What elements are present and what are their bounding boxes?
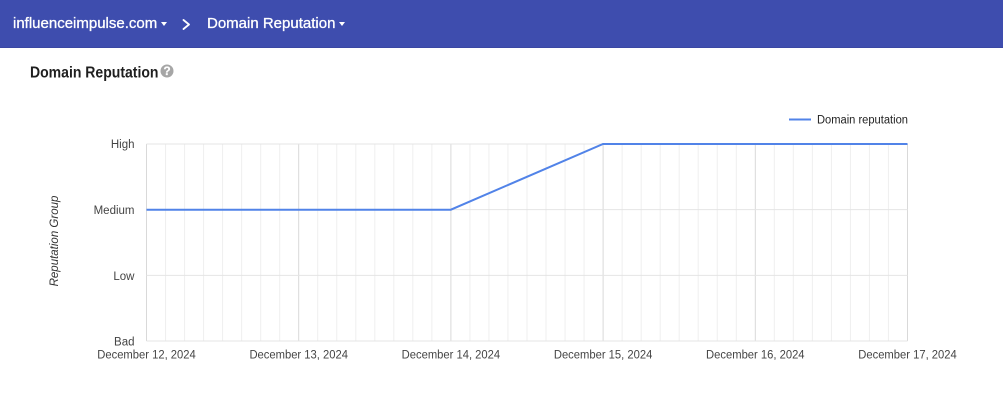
svg-text:?: ?	[163, 64, 170, 78]
svg-text:Domain reputation: Domain reputation	[817, 115, 908, 127]
svg-text:Reputation Group: Reputation Group	[49, 195, 61, 286]
svg-text:High: High	[111, 139, 135, 151]
svg-text:Low: Low	[113, 271, 135, 283]
svg-text:Bad: Bad	[114, 337, 134, 349]
svg-text:Medium: Medium	[94, 205, 135, 217]
svg-text:December 12, 2024: December 12, 2024	[97, 349, 196, 361]
svg-text:December 17, 2024: December 17, 2024	[858, 349, 957, 361]
svg-text:December 14, 2024: December 14, 2024	[402, 349, 501, 361]
svg-text:December 16, 2024: December 16, 2024	[706, 349, 805, 361]
svg-text:Domain Reputation: Domain Reputation	[30, 65, 159, 82]
svg-text:December 13, 2024: December 13, 2024	[249, 349, 348, 361]
svg-text:December 15, 2024: December 15, 2024	[554, 349, 653, 361]
